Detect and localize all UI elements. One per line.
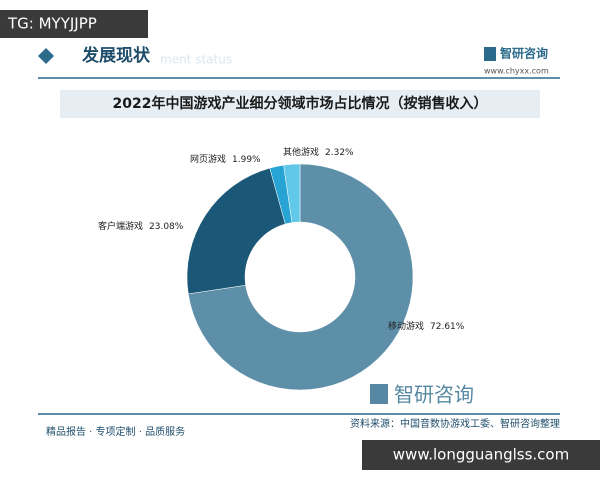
data-label: 客户端游戏 23.08%: [98, 220, 184, 232]
value-label: 2.32%: [325, 148, 354, 158]
donut-chart: 移动游戏 72.61% 客户端游戏 23.08% 网页游戏 1.99% 其他游戏 2.32%: [98, 146, 465, 391]
overlay-top: TG: MYYJJPP: [7, 15, 97, 33]
value-label: 72.61%: [430, 322, 465, 332]
data-label: 移动游戏 72.61%: [388, 320, 465, 332]
header-title: 发展现状: [81, 45, 151, 66]
source: 资料来源：中国音数协游戏工委、智研咨询整理: [350, 417, 560, 430]
value-label: 1.99%: [232, 155, 261, 165]
category-label: 网页游戏: [190, 153, 226, 165]
tagline: 精品报告 · 专项定制 · 品质服务: [46, 425, 185, 438]
header-icon: [38, 48, 54, 64]
overlay-bottom-box: [362, 440, 600, 470]
category-label: 客户端游戏: [98, 220, 143, 232]
value-label: 23.08%: [149, 222, 184, 232]
category-label: 其他游戏: [283, 146, 319, 158]
header-subtitle: ment status: [160, 53, 232, 67]
donut-segment: [186, 167, 286, 295]
data-label: 其他游戏 2.32%: [283, 146, 354, 158]
footer-logo: [370, 384, 388, 404]
data-label: 网页游戏 1.99%: [190, 153, 261, 165]
title-banner: [60, 90, 540, 118]
brand-logo: [484, 47, 496, 61]
overlay-bottom: www.longguanglss.com: [393, 446, 569, 464]
watermark: 智研咨询: [394, 383, 474, 407]
brand-url: www.chyxx.com: [484, 67, 549, 76]
brand-name: 智研咨询: [499, 46, 548, 61]
donut-segment: [187, 163, 414, 391]
category-label: 移动游戏: [388, 320, 424, 332]
chart-title: 2022年中国游戏产业细分领域市场占比情况（按销售收入）: [113, 95, 488, 112]
donut-segment: [283, 163, 301, 223]
overlay-top-box: [0, 10, 148, 38]
